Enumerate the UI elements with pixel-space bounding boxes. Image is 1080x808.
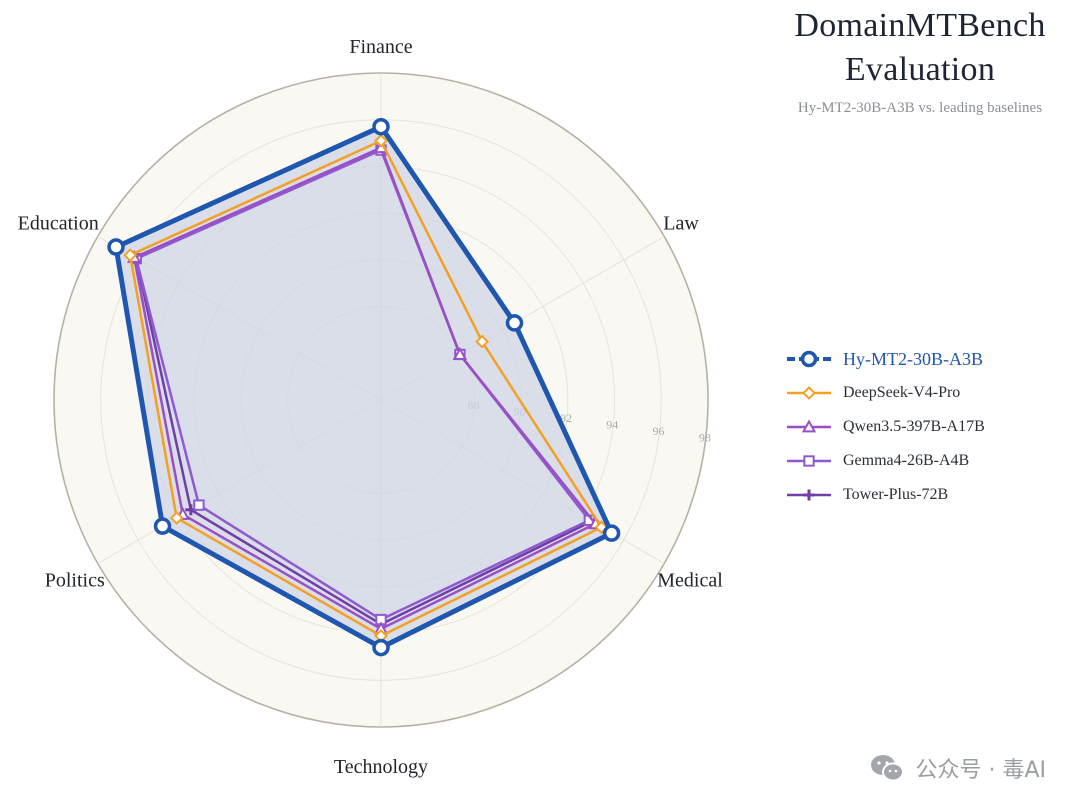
axis-label-technology: Technology	[334, 756, 428, 778]
axis-label-medical: Medical	[657, 570, 723, 592]
legend-label: Qwen3.5-397B-A17B	[843, 418, 985, 435]
wechat-icon	[871, 755, 905, 782]
data-point	[374, 133, 388, 148]
watermark: 公众号 · 毒AI	[869, 752, 1046, 784]
data-point	[169, 511, 184, 525]
data-point	[372, 117, 390, 136]
legend-swatch	[787, 386, 831, 400]
legend-marker	[802, 386, 816, 400]
legend-swatch	[787, 419, 831, 433]
chart-legend: Hy-MT2-30B-A3B DeepSeek-V4-Pro Qwen3.5-397…	[785, 342, 1065, 512]
legend-marker	[803, 489, 815, 501]
legend-item: Qwen3.5-397B-A17B	[785, 410, 1065, 444]
data-point	[505, 314, 524, 332]
axis-label-finance: Finance	[349, 36, 412, 58]
legend-swatch	[787, 455, 831, 467]
data-point	[372, 638, 390, 657]
data-point	[193, 499, 205, 511]
radial-tick-label: 92	[560, 411, 572, 425]
axis-label-education: Education	[18, 213, 99, 235]
legend-label: Hy-MT2-30B-A3B	[843, 348, 983, 369]
radial-tick-label: 96	[653, 424, 665, 438]
legend-marker	[801, 419, 817, 433]
radial-tick-label: 94	[606, 418, 618, 432]
legend-label: Gemma4-26B-A4B	[843, 452, 970, 469]
legend-marker	[800, 350, 818, 368]
axis-label-law: Law	[663, 213, 699, 235]
radial-tick-label: 98	[699, 431, 711, 445]
data-point	[107, 238, 125, 256]
chart-title-line-1: DomainMTBench	[794, 7, 1046, 44]
legend-label: Tower-Plus-72B	[843, 486, 949, 503]
legend-item: Gemma4-26B-A4B	[785, 444, 1065, 478]
legend-item: Hy-MT2-30B-A3B	[785, 342, 1065, 376]
chart-title-line-2: Evaluation	[844, 51, 996, 88]
data-point	[153, 517, 172, 535]
data-point	[452, 346, 468, 360]
legend-item: Tower-Plus-72B	[785, 478, 1065, 512]
chart-subtitle: Hy-MT2-30B-A3B vs. leading baselines	[797, 100, 1043, 116]
watermark-text: 公众号 · 毒AI	[915, 758, 1046, 783]
legend-marker	[803, 455, 815, 467]
legend-swatch	[787, 489, 831, 501]
legend-label: DeepSeek-V4-Pro	[843, 384, 961, 401]
series-Hy-MT2-30B-A3B	[107, 117, 621, 657]
axis-label-politics: Politics	[45, 570, 105, 592]
title-block: DomainMTBench Evaluation Hy-MT2-30B-A3B …	[770, 4, 1070, 117]
hero-area-fill	[116, 126, 612, 648]
legend-swatch	[787, 350, 831, 368]
data-point	[602, 524, 621, 542]
radar-chart: 889092949698FinanceLawMedicalTechnologyP…	[18, 36, 724, 778]
legend-item: DeepSeek-V4-Pro	[785, 376, 1065, 410]
data-point	[123, 248, 138, 263]
data-point	[475, 334, 490, 349]
